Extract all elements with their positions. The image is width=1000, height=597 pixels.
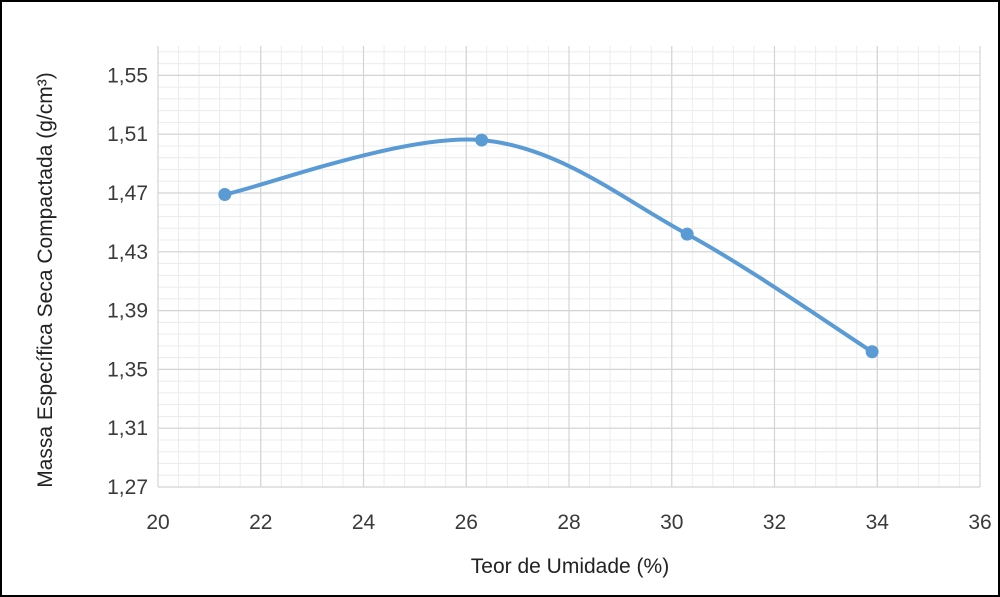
y-tick-label: 1,51 (107, 123, 148, 146)
x-tick-label: 32 (763, 511, 786, 534)
major-grid (157, 46, 981, 488)
x-tick-label: 34 (866, 511, 890, 534)
x-tick-label: 36 (968, 511, 991, 534)
y-tick-labels: 1,27 1,31 1,35 1,39 1,43 1,47 1,51 1,55 (107, 64, 148, 499)
y-tick-label: 1,47 (107, 182, 148, 205)
data-point-marker (218, 187, 232, 201)
y-tick-label: 1,43 (107, 241, 148, 264)
series-layer (218, 133, 879, 359)
x-tick-label: 26 (455, 511, 478, 534)
x-tick-label: 24 (352, 511, 376, 534)
y-tick-label: 1,39 (107, 300, 148, 323)
y-tick-label: 1,35 (107, 358, 148, 381)
y-tick-label: 1,55 (107, 64, 148, 87)
x-axis-title: Teor de Umidade (%) (471, 555, 669, 578)
x-tick-label: 30 (660, 511, 683, 534)
x-tick-label: 22 (249, 511, 272, 534)
x-tick-label: 28 (557, 511, 580, 534)
data-point-marker (865, 345, 879, 359)
data-point-marker (680, 227, 694, 241)
series-line (222, 137, 875, 354)
x-tick-labels: 20 22 24 26 28 30 32 34 36 (146, 511, 991, 534)
y-axis-title: Massa Específica Seca Compactada (g/cm³) (34, 72, 57, 488)
x-tick-label: 20 (146, 511, 169, 534)
y-tick-label: 1,27 (107, 476, 148, 499)
data-point-marker (475, 133, 489, 147)
y-tick-label: 1,31 (107, 417, 148, 440)
